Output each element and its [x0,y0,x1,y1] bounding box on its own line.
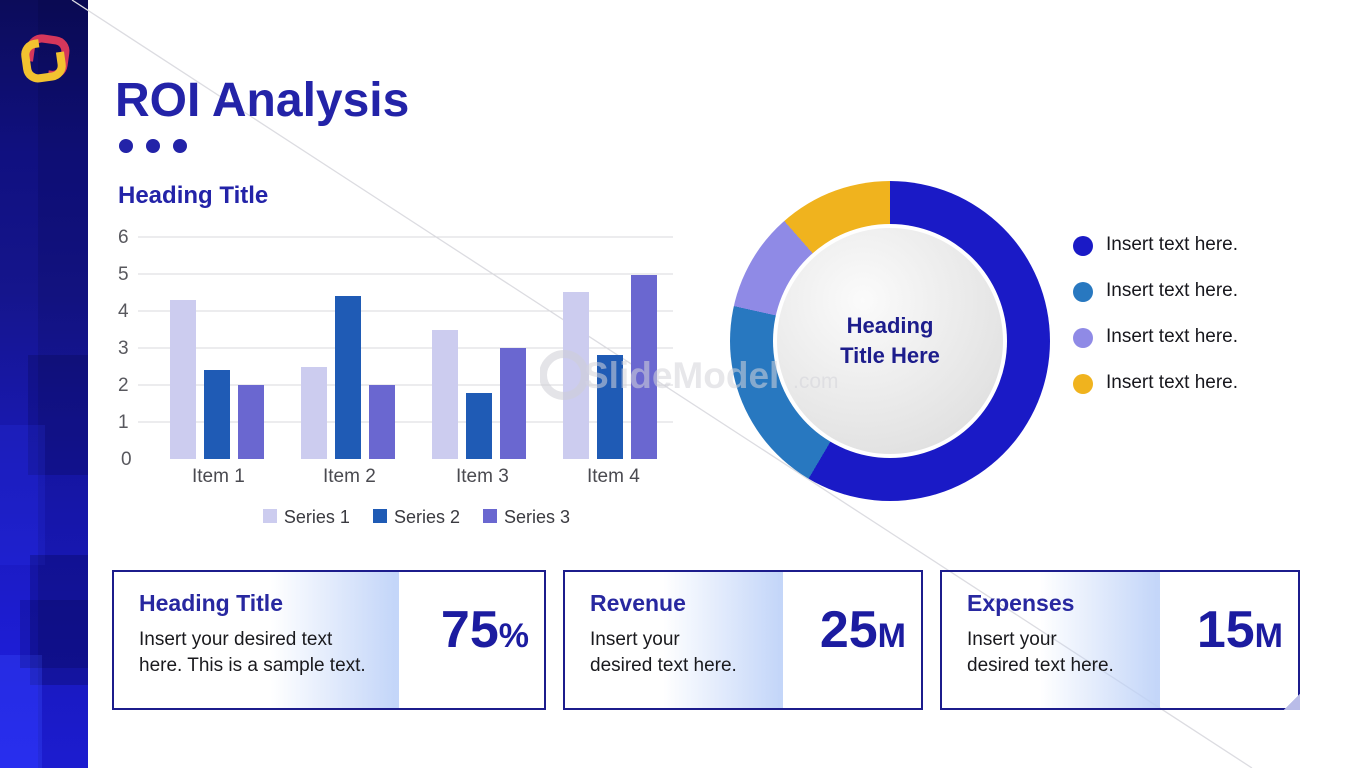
svg-text:SlideModel: SlideModel [584,355,779,396]
svg-text:.com: .com [793,370,839,393]
